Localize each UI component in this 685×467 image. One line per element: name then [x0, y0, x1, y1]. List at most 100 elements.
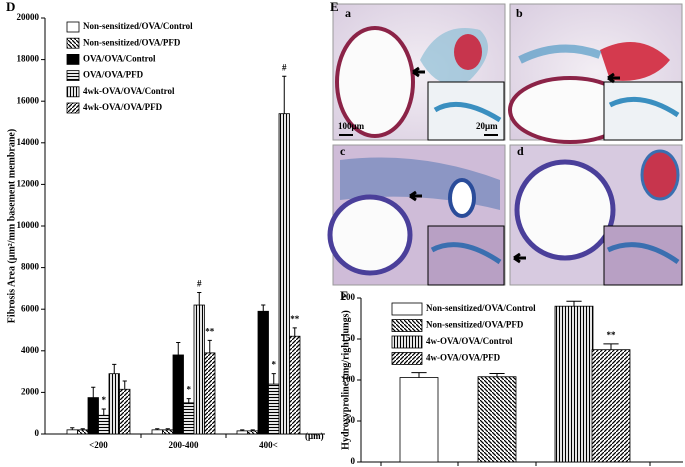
error-bar [80, 428, 85, 430]
significance-marker: ** [607, 330, 617, 340]
error-bar [165, 428, 170, 430]
y-tick-label: 20000 [17, 12, 40, 22]
y-tick-label: 14000 [17, 137, 40, 147]
y-tick-label: 16000 [17, 95, 40, 105]
legend-swatch [391, 335, 423, 349]
y-tick-label: 18000 [17, 54, 40, 64]
bar [77, 429, 89, 435]
significance-marker: * [187, 385, 192, 395]
error-bar [176, 341, 181, 355]
bar [278, 113, 290, 435]
histology-images [327, 3, 683, 286]
bar [108, 373, 120, 435]
panel-label: E [330, 0, 339, 14]
bar [193, 304, 205, 435]
error-bar [70, 427, 75, 430]
bar [183, 402, 195, 435]
y-tick-label: 50 [346, 415, 356, 425]
legend-label: Non-sensitized/OVA/PFD [426, 320, 524, 330]
x-tick-label: 200-400 [169, 440, 199, 450]
legend-label: 4w-OVA/OVA/PFD [426, 353, 501, 363]
error-bar [271, 373, 276, 385]
subpanel-label: d [517, 144, 524, 158]
y-axis-label: Fibrosis Area (μm²/mm basement membrane) [6, 129, 17, 323]
significance-marker: # [197, 279, 202, 289]
x-unit: (μm) [305, 431, 324, 441]
y-tick-label: 6000 [21, 303, 40, 313]
airway [335, 26, 415, 138]
y-tick-label: 4000 [21, 345, 40, 355]
bar [119, 388, 131, 435]
significance-marker: ** [290, 314, 300, 324]
panel-label: D [6, 0, 15, 14]
bar [289, 335, 301, 435]
subpanel-label: c [340, 144, 346, 158]
bar [236, 430, 248, 435]
bar [162, 429, 174, 435]
scale-label: 100μm [338, 121, 365, 131]
error-bar [250, 429, 255, 431]
y-tick-label: 2000 [21, 386, 40, 396]
x-tick-label: 400< [259, 440, 278, 450]
bar [591, 349, 631, 463]
error-bar [282, 75, 287, 114]
significance-marker: ** [205, 326, 215, 336]
legend-label: Non-sensitized/OVA/PFD [83, 37, 181, 47]
legend-label: Non-sensitized/OVA/Control [83, 21, 193, 31]
error-bar [155, 428, 160, 430]
legend-swatch [66, 102, 80, 114]
error-bar [292, 327, 297, 337]
legend-label: Non-sensitized/OVA/Control [426, 303, 536, 313]
bar [247, 430, 259, 435]
error-bar [489, 372, 505, 377]
x-tick-label: <200 [89, 440, 108, 450]
error-bar [112, 363, 117, 374]
error-bar [411, 372, 427, 378]
legend-swatch [66, 70, 80, 81]
bar [399, 377, 439, 463]
bar [151, 429, 163, 435]
bar [204, 352, 216, 435]
y-tick-label: 10000 [17, 220, 40, 230]
legend-swatch [66, 37, 80, 49]
error-bar [566, 300, 582, 307]
y-tick-label: 100 [342, 374, 356, 384]
panel-label: F [340, 288, 348, 303]
bar [66, 429, 78, 435]
error-bar [122, 380, 127, 390]
error-bar [91, 386, 96, 398]
error-bar [261, 304, 266, 312]
legend-swatch [391, 302, 423, 316]
error-bar [207, 339, 212, 353]
legend-swatch [391, 319, 423, 332]
y-tick-label: 150 [342, 333, 356, 343]
y-tick-label: 0 [351, 456, 356, 466]
significance-marker: * [102, 395, 107, 405]
error-bar [603, 343, 619, 350]
significance-marker: # [282, 62, 287, 72]
error-bar [240, 429, 245, 431]
legend-label: OVA/OVA/Control [83, 53, 156, 63]
y-tick-label: 8000 [21, 262, 40, 272]
y-tick-label: 0 [35, 428, 40, 438]
bar [98, 414, 110, 435]
bar [172, 354, 184, 435]
legend-swatch [66, 86, 80, 98]
subpanel-label: a [345, 6, 351, 20]
legend-swatch [66, 21, 80, 33]
bar [554, 305, 594, 463]
y-axis-label: Hydroxyproline (mg/right lungs) [340, 310, 351, 450]
legend-swatch [66, 54, 80, 65]
error-bar [101, 408, 106, 416]
significance-marker: * [272, 360, 277, 370]
bar [87, 397, 99, 435]
bar [268, 383, 280, 435]
bar [477, 376, 517, 463]
y-tick-label: 200 [342, 292, 356, 302]
legend-label: OVA/OVA/PFD [83, 70, 144, 80]
bar [257, 310, 269, 435]
subpanel-label: b [516, 6, 523, 20]
legend-label: 4w-OVA/OVA/Control [426, 336, 513, 346]
y-tick-label: 12000 [17, 178, 40, 188]
